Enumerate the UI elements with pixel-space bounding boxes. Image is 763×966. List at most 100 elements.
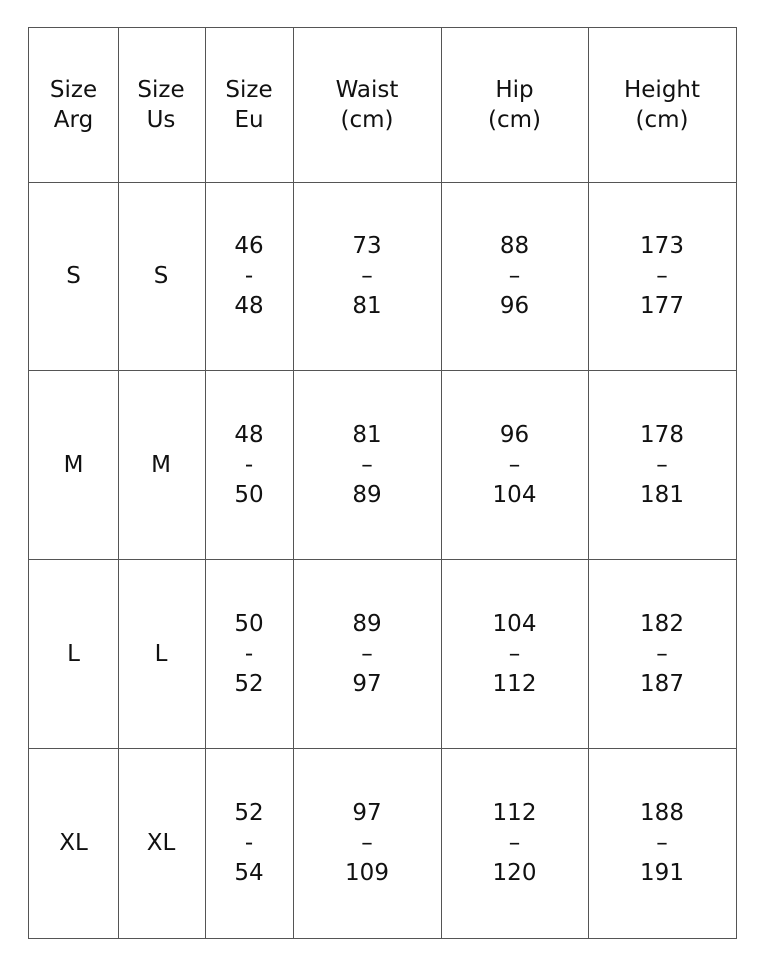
header-cell: Hip (cm)	[441, 28, 589, 183]
cell-text: –	[361, 451, 373, 478]
table-cell: 188 – 191	[588, 748, 737, 939]
cell-text: -	[244, 640, 254, 667]
cell-text: Size	[49, 77, 98, 103]
cell-text: 52	[234, 800, 264, 826]
cell-text: (cm)	[635, 107, 689, 133]
cell-text: (cm)	[488, 107, 541, 133]
table-cell: L	[117, 559, 206, 749]
table-cell: 88 – 96	[441, 181, 589, 371]
cell-text: 109	[345, 860, 389, 886]
table-cell: 50 - 52	[205, 559, 294, 749]
table-cell: 182 – 187	[588, 559, 737, 749]
cell-text: 52	[234, 670, 264, 697]
cell-text: –	[361, 640, 373, 667]
cell-text: 104	[492, 610, 537, 637]
table-cell: 73 – 81	[293, 181, 442, 371]
cell-text: Size	[137, 77, 185, 103]
cell-text: 81	[352, 292, 382, 319]
cell-text: Eu	[234, 107, 264, 133]
cell-text: 54	[234, 860, 264, 886]
cell-text: 187	[640, 670, 684, 697]
table-cell: 81 – 89	[293, 370, 442, 560]
header-cell: Size Arg	[29, 28, 119, 183]
cell-text: Us	[146, 107, 176, 133]
cell-text: –	[361, 262, 373, 289]
cell-text: -	[244, 830, 254, 856]
cell-text: XL	[146, 830, 176, 856]
cell-text: Hip	[495, 77, 534, 103]
table-cell: 46 - 48	[205, 181, 294, 371]
cell-text: 191	[640, 860, 684, 886]
cell-text: S	[66, 262, 81, 289]
cell-text: –	[656, 640, 668, 667]
cell-text: –	[656, 830, 668, 856]
cell-text: 81	[352, 421, 382, 448]
table-cell: 52 - 54	[205, 748, 294, 939]
cell-text: 88	[499, 232, 530, 259]
cell-text: –	[656, 451, 668, 478]
header-cell: Size Eu	[205, 28, 294, 183]
cell-text: M	[63, 451, 84, 478]
cell-text: 89	[352, 610, 382, 637]
cell-text: 73	[352, 232, 382, 259]
cell-text: 50	[234, 610, 264, 637]
cell-text: XL	[59, 830, 88, 856]
table-cell: S	[29, 181, 119, 371]
cell-text: 188	[640, 800, 684, 826]
header-cell: Height (cm)	[588, 28, 737, 183]
table-cell: 89 – 97	[293, 559, 442, 749]
cell-text: –	[508, 640, 521, 667]
cell-text: 48	[234, 292, 264, 319]
cell-text: -	[244, 262, 254, 289]
cell-text: (cm)	[340, 107, 394, 133]
table-cell: 178 – 181	[588, 370, 737, 560]
cell-text: 120	[492, 860, 537, 886]
table-cell: L	[29, 559, 119, 749]
table-cell: 96 – 104	[441, 370, 589, 560]
cell-text: 178	[640, 421, 684, 448]
cell-text: Height	[623, 77, 701, 103]
cell-text: 173	[640, 232, 684, 259]
cell-text: 112	[492, 800, 537, 826]
table-cell: 48 - 50	[205, 370, 294, 560]
table-cell: M	[29, 370, 119, 560]
cell-text: Size	[225, 77, 273, 103]
cell-text: –	[508, 262, 521, 289]
cell-text: M	[151, 451, 171, 478]
cell-text: 182	[640, 610, 684, 637]
table-cell: 173 – 177	[588, 181, 737, 371]
cell-text: -	[244, 451, 254, 478]
cell-text: 46	[234, 232, 264, 259]
cell-text: –	[361, 830, 373, 856]
cell-text: Arg	[53, 107, 94, 133]
table-cell: XL	[117, 748, 206, 939]
cell-text: S	[153, 262, 169, 289]
cell-text: Waist	[335, 77, 399, 103]
header-cell: Waist (cm)	[293, 28, 442, 183]
cell-text: 181	[640, 481, 684, 508]
cell-text: 97	[352, 800, 382, 826]
table-cell: M	[117, 370, 206, 560]
size-table: Size Arg Size Us Size Eu Waist (cm) Hip (cm) Heigh…	[28, 27, 737, 939]
table-cell: 97 – 109	[293, 748, 442, 939]
table-cell: 112 – 120	[441, 748, 589, 939]
cell-text: 177	[640, 292, 684, 319]
cell-text: 96	[499, 421, 530, 448]
table-cell: 104 – 112	[441, 559, 589, 749]
cell-text: 112	[492, 670, 537, 697]
table-cell: S	[117, 181, 206, 371]
cell-text: 97	[352, 670, 382, 697]
cell-text: –	[508, 451, 521, 478]
cell-text: 96	[499, 292, 530, 319]
cell-text: –	[508, 830, 521, 856]
cell-text: –	[656, 262, 668, 289]
cell-text: 48	[234, 421, 264, 448]
cell-text: 104	[492, 481, 537, 508]
cell-text: 89	[352, 481, 382, 508]
cell-text: 50	[234, 481, 264, 508]
cell-text: L	[67, 640, 80, 667]
header-cell: Size Us	[117, 28, 206, 183]
cell-text: L	[154, 640, 168, 667]
table-cell: XL	[29, 748, 119, 939]
